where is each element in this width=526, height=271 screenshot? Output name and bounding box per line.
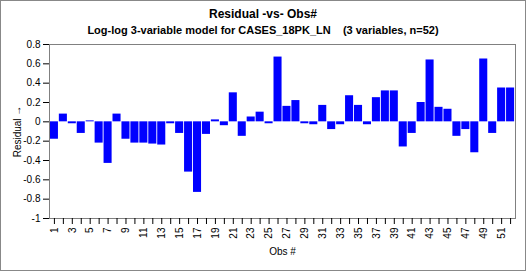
- svg-text:33: 33: [335, 227, 346, 239]
- svg-text:11: 11: [138, 227, 149, 238]
- svg-text:51: 51: [496, 227, 507, 239]
- svg-text:45: 45: [442, 227, 453, 239]
- svg-text:7: 7: [102, 227, 113, 233]
- svg-text:0.2: 0.2: [27, 97, 41, 108]
- svg-text:29: 29: [299, 227, 310, 239]
- html-text:Log-log 3-variable model for C: Log-log 3-variable model for CASES_18PK_…: [87, 24, 439, 36]
- svg-text:37: 37: [371, 227, 382, 239]
- svg-text:3: 3: [67, 227, 78, 233]
- svg-text:0.8: 0.8: [27, 39, 41, 50]
- svg-text:9: 9: [120, 227, 131, 233]
- svg-text:21: 21: [228, 227, 239, 239]
- svg-text:15: 15: [174, 227, 185, 239]
- svg-text:49: 49: [478, 227, 489, 239]
- svg-text:0.6: 0.6: [27, 58, 41, 69]
- svg-text:0.4: 0.4: [27, 77, 41, 88]
- svg-text:-0.2: -0.2: [23, 135, 41, 146]
- svg-text:43: 43: [424, 227, 435, 239]
- svg-text:-0.4: -0.4: [23, 155, 41, 166]
- svg-text:47: 47: [460, 227, 471, 239]
- svg-text:27: 27: [281, 227, 292, 239]
- svg-text:41: 41: [406, 227, 417, 239]
- svg-text:31: 31: [317, 227, 328, 239]
- svg-text:-0.6: -0.6: [23, 174, 41, 185]
- svg-text:13: 13: [156, 227, 167, 239]
- svg-text:-0.8: -0.8: [23, 193, 41, 204]
- svg-text:35: 35: [353, 227, 364, 239]
- html-text:Residual -vs- Obs#: Residual -vs- Obs#: [209, 7, 317, 21]
- svg-text:1: 1: [49, 227, 60, 233]
- svg-text:25: 25: [263, 227, 274, 239]
- svg-text:17: 17: [192, 227, 203, 239]
- svg-text:23: 23: [245, 227, 256, 239]
- svg-text:0: 0: [35, 116, 41, 127]
- svg-text:5: 5: [84, 227, 95, 233]
- svg-text:19: 19: [210, 227, 221, 239]
- svg-text:-1: -1: [32, 213, 41, 224]
- svg-text:Obs #: Obs #: [269, 246, 296, 257]
- svg-text:39: 39: [389, 227, 400, 239]
- svg-text:Residual →: Residual →: [12, 106, 23, 158]
